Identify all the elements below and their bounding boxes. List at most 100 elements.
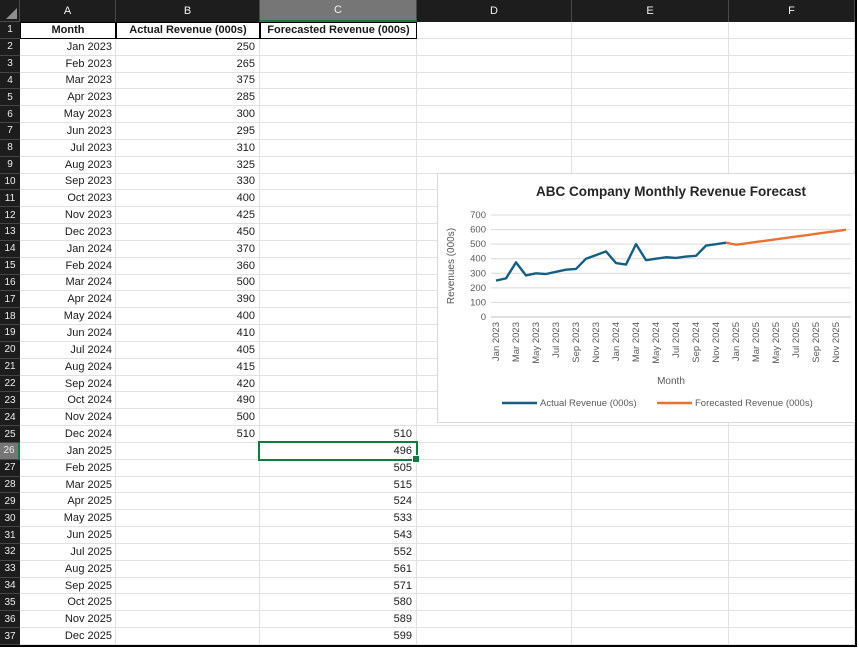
cell-C13[interactable]	[260, 224, 417, 241]
row-header-6[interactable]: 6	[0, 106, 20, 124]
cell-B15[interactable]: 360	[116, 257, 260, 275]
row-header-10[interactable]: 10	[0, 173, 20, 191]
cell-A12[interactable]: Nov 2023	[20, 207, 116, 225]
cell-B21[interactable]: 415	[116, 358, 260, 376]
cell-C2[interactable]	[260, 38, 417, 56]
cell-A2[interactable]: Jan 2023	[20, 38, 116, 56]
cell-B22[interactable]: 420	[116, 375, 260, 393]
cell-C5[interactable]	[260, 89, 417, 107]
cell-E1[interactable]	[572, 22, 729, 39]
cell-A21[interactable]: Aug 2024	[20, 358, 116, 376]
row-header-12[interactable]: 12	[0, 207, 20, 225]
cell-D9[interactable]	[417, 156, 572, 174]
column-header-D[interactable]: D	[417, 0, 572, 22]
row-header-23[interactable]: 23	[0, 392, 20, 410]
cell-E8[interactable]	[572, 139, 729, 157]
fill-handle[interactable]	[412, 455, 420, 463]
cell-F25[interactable]	[729, 426, 855, 443]
cell-E2[interactable]	[572, 38, 729, 56]
cell-E4[interactable]	[572, 72, 729, 90]
cell-C19[interactable]	[260, 325, 417, 342]
cell-D33[interactable]	[417, 560, 572, 578]
cell-F35[interactable]	[729, 594, 855, 612]
cell-C35[interactable]: 580	[260, 594, 417, 612]
row-header-26[interactable]: 26	[0, 442, 20, 460]
cell-F8[interactable]	[729, 139, 855, 157]
row-header-17[interactable]: 17	[0, 291, 20, 309]
cell-F33[interactable]	[729, 560, 855, 578]
cell-F34[interactable]	[729, 577, 855, 595]
cell-C32[interactable]: 552	[260, 543, 417, 561]
cell-D30[interactable]	[417, 510, 572, 528]
cell-D27[interactable]	[417, 459, 572, 477]
cell-E9[interactable]	[572, 156, 729, 174]
cell-B18[interactable]: 400	[116, 308, 260, 326]
row-header-9[interactable]: 9	[0, 156, 20, 174]
cell-E28[interactable]	[572, 476, 729, 494]
cell-B3[interactable]: 265	[116, 55, 260, 73]
row-header-34[interactable]: 34	[0, 577, 20, 595]
cell-E35[interactable]	[572, 594, 729, 612]
cell-B2[interactable]: 250	[116, 38, 260, 56]
cell-C8[interactable]	[260, 139, 417, 157]
row-header-29[interactable]: 29	[0, 493, 20, 511]
cell-E34[interactable]	[572, 577, 729, 595]
cell-B13[interactable]: 450	[116, 224, 260, 241]
cell-B8[interactable]: 310	[116, 139, 260, 157]
cell-A9[interactable]: Aug 2023	[20, 156, 116, 174]
cell-F4[interactable]	[729, 72, 855, 90]
cell-B11[interactable]: 400	[116, 190, 260, 208]
cell-B33[interactable]	[116, 560, 260, 578]
row-header-3[interactable]: 3	[0, 55, 20, 73]
cell-A28[interactable]: Mar 2025	[20, 476, 116, 494]
cell-A18[interactable]: May 2024	[20, 308, 116, 326]
row-header-33[interactable]: 33	[0, 560, 20, 578]
cell-F36[interactable]	[729, 611, 855, 629]
cell-E27[interactable]	[572, 459, 729, 477]
cell-C15[interactable]	[260, 257, 417, 275]
cell-D1[interactable]	[417, 22, 572, 39]
cell-C25[interactable]: 510	[260, 426, 417, 443]
row-header-27[interactable]: 27	[0, 459, 20, 477]
cell-A6[interactable]: May 2023	[20, 106, 116, 124]
cell-E29[interactable]	[572, 493, 729, 511]
cell-B32[interactable]	[116, 543, 260, 561]
cell-B7[interactable]: 295	[116, 123, 260, 140]
cell-C30[interactable]: 533	[260, 510, 417, 528]
cell-D25[interactable]	[417, 426, 572, 443]
cell-E31[interactable]	[572, 527, 729, 544]
cell-C12[interactable]	[260, 207, 417, 225]
cell-B1[interactable]: Actual Revenue (000s)	[116, 22, 260, 39]
cell-B24[interactable]: 500	[116, 409, 260, 427]
cell-B9[interactable]: 325	[116, 156, 260, 174]
cell-B37[interactable]	[116, 628, 260, 645]
cell-A26[interactable]: Jan 2025	[20, 442, 116, 460]
row-header-36[interactable]: 36	[0, 611, 20, 629]
cell-A10[interactable]: Sep 2023	[20, 173, 116, 191]
cell-B35[interactable]	[116, 594, 260, 612]
cell-F28[interactable]	[729, 476, 855, 494]
cell-E7[interactable]	[572, 123, 729, 140]
row-header-5[interactable]: 5	[0, 89, 20, 107]
cell-C16[interactable]	[260, 274, 417, 292]
row-header-16[interactable]: 16	[0, 274, 20, 292]
cell-C23[interactable]	[260, 392, 417, 410]
cell-A5[interactable]: Apr 2023	[20, 89, 116, 107]
cell-E26[interactable]	[572, 442, 729, 460]
row-header-25[interactable]: 25	[0, 426, 20, 443]
cell-B29[interactable]	[116, 493, 260, 511]
cell-A30[interactable]: May 2025	[20, 510, 116, 528]
row-header-21[interactable]: 21	[0, 358, 20, 376]
cell-D7[interactable]	[417, 123, 572, 140]
column-header-E[interactable]: E	[572, 0, 729, 22]
cell-B36[interactable]	[116, 611, 260, 629]
series-line-actual[interactable]	[495, 241, 727, 282]
cell-A24[interactable]: Nov 2024	[20, 409, 116, 427]
cell-E5[interactable]	[572, 89, 729, 107]
row-header-19[interactable]: 19	[0, 325, 20, 342]
cell-D8[interactable]	[417, 139, 572, 157]
cell-E32[interactable]	[572, 543, 729, 561]
column-header-F[interactable]: F	[729, 0, 855, 22]
series-line-forecast[interactable]	[725, 228, 847, 246]
cell-B16[interactable]: 500	[116, 274, 260, 292]
